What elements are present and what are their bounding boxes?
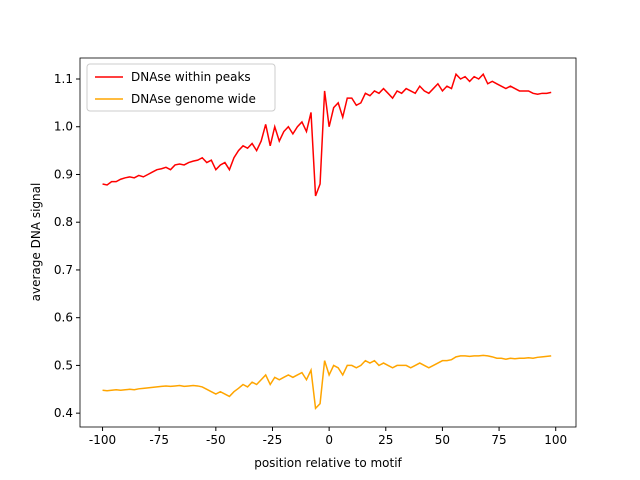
x-tick-label: -50 xyxy=(206,433,226,447)
line-series xyxy=(102,354,552,411)
y-tick-label: 1.0 xyxy=(54,120,73,134)
y-tick-label: 0.5 xyxy=(54,358,73,372)
line-series xyxy=(102,72,552,197)
x-tick-label: 50 xyxy=(435,433,450,447)
y-tick-label: 0.6 xyxy=(54,311,73,325)
y-tick-label: 0.4 xyxy=(54,406,73,420)
x-axis-label: position relative to motif xyxy=(254,456,402,470)
x-tick-label: -75 xyxy=(149,433,169,447)
legend-box xyxy=(86,63,276,112)
legend-label: DNAse genome wide xyxy=(131,92,256,106)
y-axis-label: average DNA signal xyxy=(29,183,43,302)
y-tick-label: 1.1 xyxy=(54,72,73,86)
y-tick-label: 0.7 xyxy=(54,263,73,277)
y-tick-label: 0.8 xyxy=(54,215,73,229)
x-tick-label: 25 xyxy=(378,433,393,447)
x-tick-label: -100 xyxy=(89,433,116,447)
x-tick-label: 0 xyxy=(325,433,333,447)
plot-frame xyxy=(79,57,577,428)
legend-label: DNAse within peaks xyxy=(131,70,251,84)
x-tick-label: -25 xyxy=(263,433,283,447)
x-tick-label: 75 xyxy=(491,433,506,447)
x-tick-label: 100 xyxy=(544,433,567,447)
y-tick-label: 0.9 xyxy=(54,167,73,181)
